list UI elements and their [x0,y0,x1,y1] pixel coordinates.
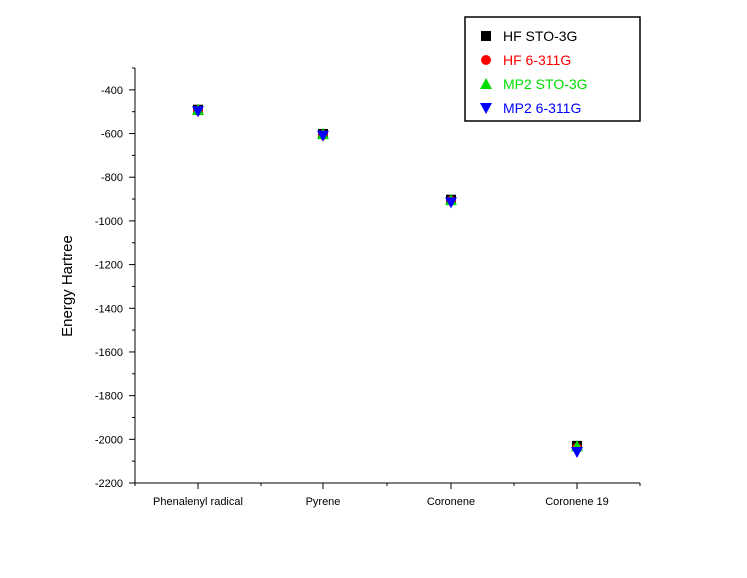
data-point [317,130,329,142]
series-hf-6-311g [193,105,582,454]
y-tick-label: -1200 [95,260,123,272]
plot-frame [134,68,640,484]
x-tick-label: Coronene [427,496,475,508]
x-tick-label: Phenalenyl radical [153,496,243,508]
series-mp2-6-311g [192,106,583,458]
x-axis: Phenalenyl radical Pyrene Coronene Coronene… [134,483,641,508]
legend-marker [480,103,492,114]
data-points [192,103,583,458]
legend-box [464,16,641,122]
x-tick-label: Pyrene [306,496,341,508]
y-tick-label: -2200 [95,478,123,490]
y-axis: -400 -600 -800 -1000 -1200 -1400 -1600 -1800 -20… [95,67,135,490]
legend-marker [481,31,491,41]
legend-marker [480,78,492,89]
legend-label: MP2 6-311G [503,100,581,116]
y-tick-label: -1600 [95,347,123,359]
y-tick-label: -2000 [95,434,123,446]
legend-marker [481,55,491,65]
legend-label: MP2 STO-3G [503,76,588,92]
data-point [192,106,204,118]
legend-label: HF STO-3G [503,28,577,44]
series-hf-sto-3g [193,104,582,451]
y-axis-title: Energy Hartree [59,235,76,337]
series-mp2-sto-3g [192,103,583,452]
y-tick-label: -1800 [95,391,123,403]
y-tick-label: -600 [101,129,123,141]
data-point [571,446,583,458]
data-point [445,197,457,209]
x-tick-label: Coronene 19 [545,496,609,508]
y-tick-label: -1000 [95,216,123,228]
y-tick-label: -800 [101,172,123,184]
y-tick-label: -400 [101,85,123,97]
legend-label: HF 6-311G [503,52,571,68]
y-tick-label: -1400 [95,303,123,315]
legend: HF STO-3G HF 6-311G MP2 STO-3G MP2 6-311G [464,16,641,122]
